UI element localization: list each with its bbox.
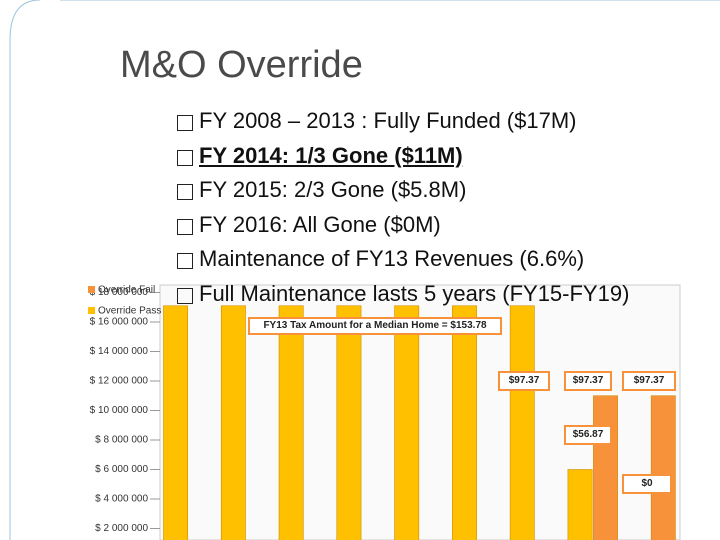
bullet: FY 2014: 1/3 Gone ($11M) bbox=[175, 139, 685, 174]
bar bbox=[220, 305, 246, 540]
bar bbox=[163, 305, 189, 540]
legend-label: Override Fail bbox=[98, 285, 155, 296]
y-tick-label: $ 2 000 000 bbox=[95, 523, 148, 534]
bar bbox=[394, 305, 420, 540]
bullet: FY 2008 – 2013 : Fully Funded ($17M) bbox=[175, 104, 685, 139]
bar bbox=[278, 305, 304, 540]
bar bbox=[452, 305, 477, 540]
value-label: $97.37 bbox=[622, 371, 676, 391]
bullet: Maintenance of FY13 Revenues (6.6%) bbox=[175, 242, 685, 277]
bar bbox=[650, 395, 676, 540]
bullet: FY 2016: All Gone ($0M) bbox=[175, 208, 685, 243]
y-tick-label: $ 14 000 000 bbox=[90, 346, 149, 357]
bar bbox=[593, 395, 618, 540]
callout: FY13 Tax Amount for a Median Home = $153… bbox=[248, 317, 502, 335]
legend-swatch bbox=[88, 286, 95, 293]
value-label: $0 bbox=[622, 474, 672, 494]
legend-swatch bbox=[88, 307, 95, 314]
legend-label: Override Pass bbox=[98, 306, 161, 317]
value-label: $97.37 bbox=[564, 371, 612, 391]
value-label: $97.37 bbox=[498, 371, 550, 391]
bullet: FY 2015: 2/3 Gone ($5.8M) bbox=[175, 173, 685, 208]
bar bbox=[567, 469, 593, 540]
value-label: $56.87 bbox=[564, 425, 612, 445]
y-tick-label: $ 12 000 000 bbox=[90, 376, 149, 387]
slide-title: M&O Override bbox=[120, 44, 363, 86]
y-tick-label: $ 10 000 000 bbox=[90, 405, 149, 416]
bar bbox=[336, 305, 362, 540]
y-tick-label: $ 4 000 000 bbox=[95, 494, 148, 505]
bullet: Full Maintenance lasts 5 years (FY15-FY1… bbox=[175, 277, 685, 312]
frame bbox=[9, 0, 41, 540]
bullet-list: FY 2008 – 2013 : Fully Funded ($17M) FY 2… bbox=[175, 104, 685, 311]
bar bbox=[509, 305, 535, 540]
y-tick-label: $ 6 000 000 bbox=[95, 464, 148, 475]
y-tick-label: $ 18 000 000 bbox=[90, 287, 149, 298]
y-tick-label: $ 16 000 000 bbox=[90, 317, 149, 328]
y-tick-label: $ 8 000 000 bbox=[95, 435, 148, 446]
